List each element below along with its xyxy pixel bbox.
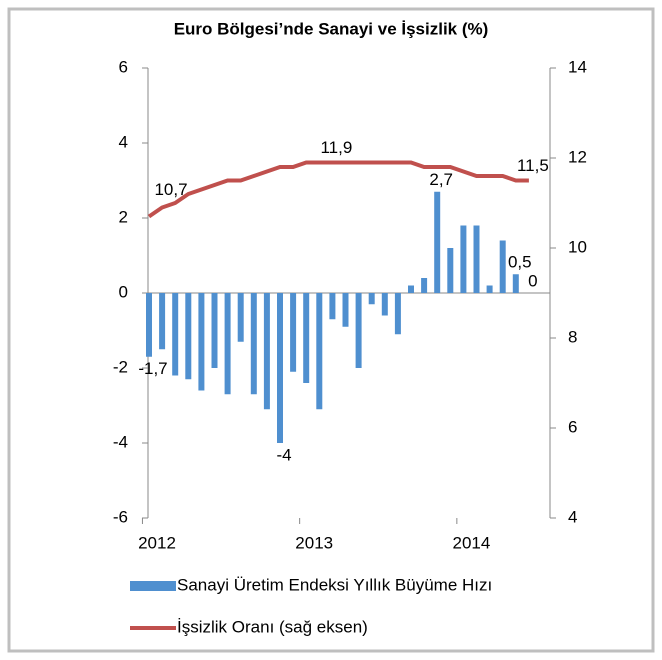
chart-title: Euro Bölgesi’nde Sanayi ve İşsizlik (%)	[174, 19, 489, 38]
bar	[368, 293, 375, 305]
bar	[473, 225, 480, 293]
bar	[434, 191, 441, 293]
legend-label: İşsizlik Oranı (sağ eksen)	[177, 617, 368, 636]
legend-swatch	[130, 581, 176, 591]
bar	[394, 293, 401, 335]
bar	[342, 293, 349, 327]
y-tick-label: -6	[113, 507, 128, 526]
y-tick-label: -2	[113, 357, 128, 376]
bar	[355, 293, 362, 368]
bar	[316, 293, 323, 410]
y2-tick-label: 10	[568, 237, 587, 256]
y2-tick-label: 6	[568, 417, 577, 436]
bar	[381, 293, 388, 316]
bar	[486, 285, 493, 293]
bar	[146, 293, 152, 357]
y-tick-label: 2	[119, 207, 128, 226]
x-tick-label: 2014	[452, 533, 490, 552]
data-label: 0	[528, 271, 537, 290]
x-tick-label: 2012	[138, 533, 176, 552]
bar	[408, 285, 414, 293]
y-tick-label: 6	[119, 57, 128, 76]
y-tick-label: 4	[119, 132, 128, 151]
y2-tick-label: 8	[568, 327, 577, 346]
legend-label: Sanayi Üretim Endeksi Yıllık Büyüme Hızı	[177, 575, 492, 594]
data-label: 11,9	[320, 138, 352, 157]
data-label: 2,7	[429, 170, 453, 189]
y2-tick-label: 4	[568, 507, 577, 526]
data-label: 11,5	[517, 156, 549, 175]
y-tick-label: 0	[119, 282, 128, 301]
y2-tick-label: 14	[568, 57, 587, 76]
bar	[250, 293, 257, 395]
y2-tick-label: 12	[568, 147, 587, 166]
x-tick-label: 2013	[295, 533, 333, 552]
bar	[277, 293, 283, 443]
bar	[460, 225, 467, 293]
bar	[263, 293, 270, 410]
data-label: -1,7	[138, 359, 167, 378]
bar	[185, 293, 192, 380]
bar	[421, 278, 428, 293]
y-tick-label: -4	[113, 432, 128, 451]
bar	[499, 240, 506, 293]
line	[147, 160, 529, 219]
bar	[447, 248, 454, 293]
bar	[290, 293, 297, 372]
bar	[198, 293, 205, 391]
bar	[224, 293, 231, 395]
bar	[303, 293, 310, 383]
frame	[7, 7, 655, 653]
bar	[512, 274, 519, 293]
bar	[329, 293, 336, 320]
data-label: 10,7	[154, 180, 187, 199]
bar	[237, 293, 244, 342]
bar	[172, 293, 179, 376]
data-label: -4	[276, 445, 291, 464]
data-label: 0,5	[508, 253, 532, 272]
bar	[211, 293, 218, 368]
bar	[159, 293, 166, 350]
